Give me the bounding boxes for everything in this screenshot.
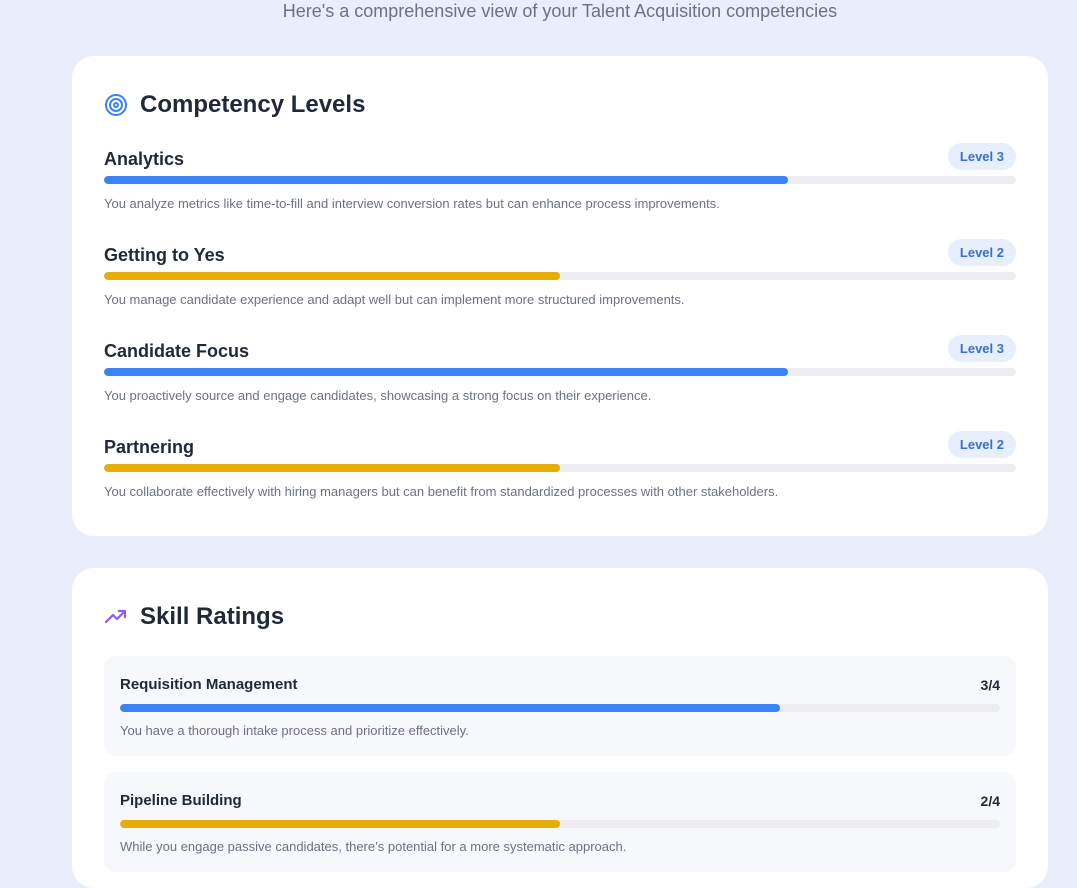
competency-progress-track — [104, 176, 1016, 184]
level-badge: Level 3 — [947, 335, 1016, 362]
skill-ratings-header: Skill Ratings — [104, 602, 284, 632]
skill-item-requisition-management: Requisition Management 3/4 You have a th… — [104, 656, 1016, 756]
skill-progress-track — [120, 820, 1000, 828]
competency-levels-title: Competency Levels — [140, 91, 366, 118]
competency-name: Getting to Yes — [104, 245, 225, 265]
level-badge: Level 3 — [947, 143, 1016, 170]
competency-name: Partnering — [104, 437, 195, 457]
competency-progress-fill — [104, 272, 560, 280]
target-icon — [104, 93, 128, 117]
competency-name: Candidate Focus — [104, 341, 250, 361]
competency-description: You collaborate effectively with hiring … — [104, 484, 779, 499]
competency-progress-fill — [104, 464, 560, 472]
competency-description: You manage candidate experience and adap… — [104, 292, 685, 307]
skill-score: 3/4 — [980, 677, 1000, 693]
skill-score: 2/4 — [980, 793, 1000, 809]
skill-progress-track — [120, 704, 1000, 712]
level-badge: Level 2 — [947, 431, 1016, 458]
skill-name: Requisition Management — [120, 676, 298, 693]
trending-up-icon — [104, 605, 128, 629]
skill-progress-fill — [120, 704, 780, 712]
competency-levels-card: Competency Levels Analytics Level 3 You … — [72, 56, 1048, 536]
competency-progress-fill — [104, 368, 788, 376]
skill-ratings-title: Skill Ratings — [140, 603, 285, 630]
skill-description: You have a thorough intake process and p… — [120, 723, 469, 738]
competency-levels-header: Competency Levels — [104, 90, 365, 120]
skill-progress-fill — [120, 820, 560, 828]
competency-name: Analytics — [104, 149, 185, 169]
skill-item-pipeline-building: Pipeline Building 2/4 While you engage p… — [104, 772, 1016, 872]
skill-ratings-card: Skill Ratings Requisition Management 3/4… — [72, 568, 1048, 888]
competency-progress-fill — [104, 176, 788, 184]
level-badge: Level 2 — [947, 239, 1016, 266]
skill-description: While you engage passive candidates, the… — [120, 839, 627, 854]
competency-progress-track — [104, 464, 1016, 472]
competency-description: You proactively source and engage candid… — [104, 388, 652, 403]
competency-progress-track — [104, 272, 1016, 280]
competency-description: You analyze metrics like time-to-fill an… — [104, 196, 720, 211]
skill-name: Pipeline Building — [120, 792, 242, 809]
competency-progress-track — [104, 368, 1016, 376]
page-subtitle: Here's a comprehensive view of your Tale… — [282, 1, 838, 21]
